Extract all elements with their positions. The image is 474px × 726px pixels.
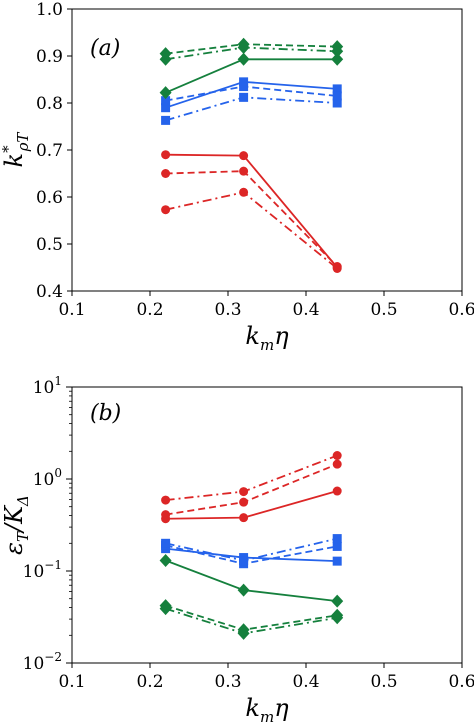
panel-b: 0.1 0.2 0.3 0.4 0.5 0.6 10−2 10−1 100 101 (b) kmη εT… (0, 374, 474, 726)
y-axis-label: k*ρT (0, 132, 32, 168)
data-point (331, 611, 344, 625)
data-point (237, 583, 250, 597)
panel-a: 0.1 0.2 0.3 0.4 0.5 0.6 0.4 0.5 0.6 0.7 0.8 0.9 1.0 (… (0, 0, 474, 354)
data-point (239, 487, 249, 497)
data-point (239, 166, 249, 176)
y-axis-label: εT/KΔ (0, 495, 32, 555)
data-point (332, 98, 342, 108)
y-tick-label: 10−1 (23, 558, 62, 582)
x-tick-label: 0.4 (292, 672, 319, 692)
data-point (332, 263, 342, 273)
data-point (159, 602, 172, 616)
data-point (332, 91, 342, 101)
x-axis-label: kmη (245, 694, 289, 726)
data-point (161, 205, 171, 215)
series-line (165, 170, 338, 268)
y-tick-label: 101 (33, 374, 62, 398)
data-point (239, 82, 249, 92)
data-point (161, 96, 171, 106)
data-point (161, 538, 171, 548)
data-point (237, 41, 250, 55)
x-tick-label: 0.2 (136, 300, 163, 320)
x-tick-label: 0.1 (58, 672, 85, 692)
data-point (332, 486, 342, 496)
data-point (239, 556, 249, 566)
data-point (237, 626, 250, 640)
data-point (159, 86, 172, 100)
data-point (239, 513, 249, 523)
x-tick-label: 0.3 (214, 672, 241, 692)
x-tick-label: 0.3 (214, 300, 241, 320)
y-tick-label: 0.4 (36, 282, 63, 302)
panel-label: (b) (90, 401, 121, 426)
series-line (165, 559, 338, 603)
series-line (165, 607, 338, 635)
data-point (161, 150, 171, 160)
x-tick-label: 0.5 (370, 672, 397, 692)
data-point (161, 169, 171, 178)
y-tick-label: 0.8 (36, 94, 63, 114)
x-tick-label: 0.5 (370, 300, 397, 320)
data-point (161, 103, 171, 113)
data-point (331, 594, 344, 608)
data-point (161, 495, 171, 505)
data-point (332, 459, 342, 469)
y-tick-label: 0.7 (36, 141, 63, 161)
x-tick-label: 0.1 (58, 300, 85, 320)
axes-frame (71, 8, 463, 292)
data-point (161, 510, 171, 520)
series-line (165, 490, 338, 520)
data-point (237, 52, 250, 66)
data-point (159, 554, 172, 568)
y-tick-label: 100 (33, 466, 62, 490)
x-tick-label: 0.2 (136, 672, 163, 692)
data-point (239, 92, 249, 102)
y-tick-label: 0.9 (36, 47, 63, 67)
x-tick-label: 0.4 (292, 300, 319, 320)
data-point (332, 541, 342, 551)
data-point (239, 151, 249, 161)
data-point (161, 115, 171, 125)
y-tick-label: 1.0 (36, 0, 63, 20)
series-line (165, 454, 338, 501)
series-line (165, 80, 338, 109)
x-axis-label: kmη (245, 322, 289, 354)
data-point (332, 451, 342, 461)
series-line (165, 46, 338, 61)
data-point (332, 534, 342, 544)
x-tick-label: 0.6 (448, 300, 474, 320)
series-line (165, 463, 338, 516)
data-point (239, 187, 249, 197)
data-point (239, 497, 249, 507)
series-line (165, 43, 338, 55)
x-tick-label: 0.6 (448, 672, 474, 692)
data-point (239, 77, 249, 87)
data-point (331, 44, 344, 58)
y-tick-label: 0.6 (36, 188, 63, 208)
data-point (332, 84, 342, 94)
data-point (159, 52, 172, 66)
axes-frame (71, 386, 463, 664)
series-line (165, 191, 338, 270)
series-line (165, 153, 338, 269)
data-point (332, 556, 342, 566)
y-tick-label: 0.5 (36, 235, 63, 255)
panel-label: (a) (90, 36, 120, 61)
data-point (331, 52, 344, 66)
y-tick-label: 10−2 (23, 650, 62, 674)
series-line (165, 96, 338, 122)
